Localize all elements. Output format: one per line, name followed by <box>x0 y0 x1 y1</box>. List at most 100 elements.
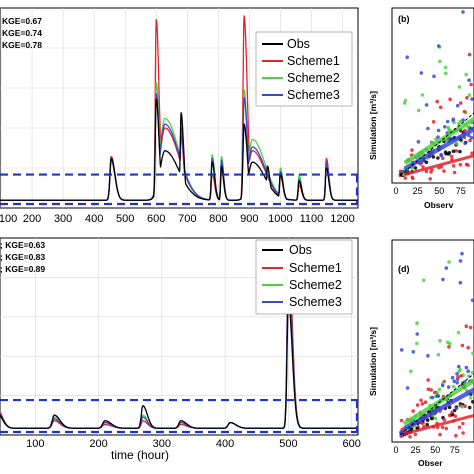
scatter-point <box>400 170 405 174</box>
scatter-point <box>451 117 456 122</box>
scatter-point <box>440 383 445 388</box>
scatter-point <box>405 55 410 59</box>
series-lines <box>0 15 359 201</box>
scatter-point <box>465 96 469 100</box>
scatter-point <box>426 353 430 358</box>
scatter-points <box>398 10 474 181</box>
hydrograph-panel-bottom: 100 200 300 400 500 600 ; KGE=0.63 ; KGE=0.83… <box>0 237 361 462</box>
x-tick-label: 100 <box>0 213 17 225</box>
scatter-point <box>451 149 456 154</box>
scatter-point <box>410 148 414 152</box>
scatter-point <box>461 10 465 14</box>
scatter-point <box>416 108 421 113</box>
scatter-point <box>403 176 408 180</box>
threshold-band <box>0 398 359 434</box>
scatter-point <box>468 396 473 400</box>
x-tick-label: 700 <box>178 213 196 225</box>
scatter-point <box>409 369 413 374</box>
scatter-point <box>461 421 465 426</box>
scatter-panel-d: 0 25 50 75 (d) Simulation [m³/s] Obser <box>368 239 474 468</box>
scatter-point <box>440 425 445 430</box>
scatter-point <box>466 345 471 350</box>
scatter-point <box>415 403 420 407</box>
kge-annotation: ; KGE=0.89 <box>0 264 45 274</box>
scatter-point <box>436 135 440 139</box>
scatter-point <box>411 350 416 354</box>
kge-annotation: ; KGE=0.63 <box>0 240 45 250</box>
scatter-point <box>413 432 418 437</box>
scatter-point <box>466 125 470 130</box>
fit-band <box>403 126 474 171</box>
fit-band <box>403 413 474 436</box>
kge-annotation: KGE=0.74 <box>2 28 42 38</box>
scatter-point <box>429 170 433 174</box>
scatter-point <box>444 426 449 431</box>
scatter-point <box>458 259 463 263</box>
scatter-point <box>469 135 474 140</box>
scatter-point <box>399 348 404 352</box>
scatter-point <box>457 425 462 430</box>
scatter-point <box>405 386 410 390</box>
scatter-point <box>419 71 424 75</box>
scatter-point <box>470 97 474 101</box>
x-axis-label: Obser <box>418 458 443 468</box>
scatter-points <box>399 251 474 439</box>
scatter-point <box>451 384 456 389</box>
x-tick-label: 500 <box>116 213 134 225</box>
scatter-point <box>458 367 462 372</box>
scatter-point <box>436 44 441 48</box>
scatter-point <box>438 59 442 64</box>
scatter-point <box>459 374 463 378</box>
legend-entry: Obs <box>287 37 310 51</box>
scatter-point <box>424 103 429 107</box>
x-axis-label: time (hour) <box>111 448 169 462</box>
x-tick-label: 0 <box>393 445 398 455</box>
scatter-point <box>435 99 440 104</box>
tick-labels: 0 25 50 75 <box>393 445 459 455</box>
scatter-point <box>432 74 436 79</box>
scatter-point <box>460 343 465 348</box>
scatter-point <box>452 120 456 125</box>
scatter-point <box>457 85 462 89</box>
scatter-point <box>415 321 419 326</box>
scatter-point <box>466 369 471 374</box>
x-tick-label: 200 <box>23 213 41 225</box>
scatter-point <box>456 330 461 335</box>
scatter-point <box>447 345 451 349</box>
scatter-point <box>430 395 435 400</box>
scatter-point <box>452 170 457 175</box>
scatter-point <box>408 435 412 439</box>
scatter-point <box>460 251 464 256</box>
scatter-point <box>467 405 472 410</box>
x-tick-label: 400 <box>85 213 103 225</box>
y-axis-label: Simulation [m³/s] <box>368 91 378 160</box>
x-tick-label: 900 <box>240 213 258 225</box>
x-tick-label: 0 <box>393 186 398 196</box>
y-axis-label: Simulation [m³/s] <box>368 327 378 396</box>
scatter-point <box>436 394 441 398</box>
scatter-point <box>443 125 447 129</box>
x-tick-labels: 100 200 300 400 500 600 <box>26 438 361 450</box>
fit-band <box>402 377 474 426</box>
scatter-point <box>454 433 458 438</box>
scatter-point <box>471 351 474 356</box>
series-line-obs <box>0 98 359 201</box>
scatter-point <box>455 381 460 385</box>
scatter-point <box>467 78 471 82</box>
scatter-point <box>443 65 448 70</box>
scatter-point <box>433 416 438 421</box>
scatter-point <box>458 149 462 154</box>
scatter-point <box>461 431 465 435</box>
legend-entry: Scheme1 <box>289 261 342 275</box>
scatter-point <box>415 332 420 336</box>
scatter-point <box>436 156 440 160</box>
x-tick-labels: 100 200 300 400 500 600 700 800 900 1000 1100 1200 <box>0 213 355 225</box>
x-tick-label: 400 <box>216 438 234 450</box>
series-line-obs <box>0 299 359 429</box>
series-lines <box>0 248 359 429</box>
scatter-point <box>464 72 469 77</box>
scatter-point <box>442 169 446 173</box>
scatter-point <box>416 140 421 144</box>
x-tick-label: 600 <box>342 438 360 450</box>
